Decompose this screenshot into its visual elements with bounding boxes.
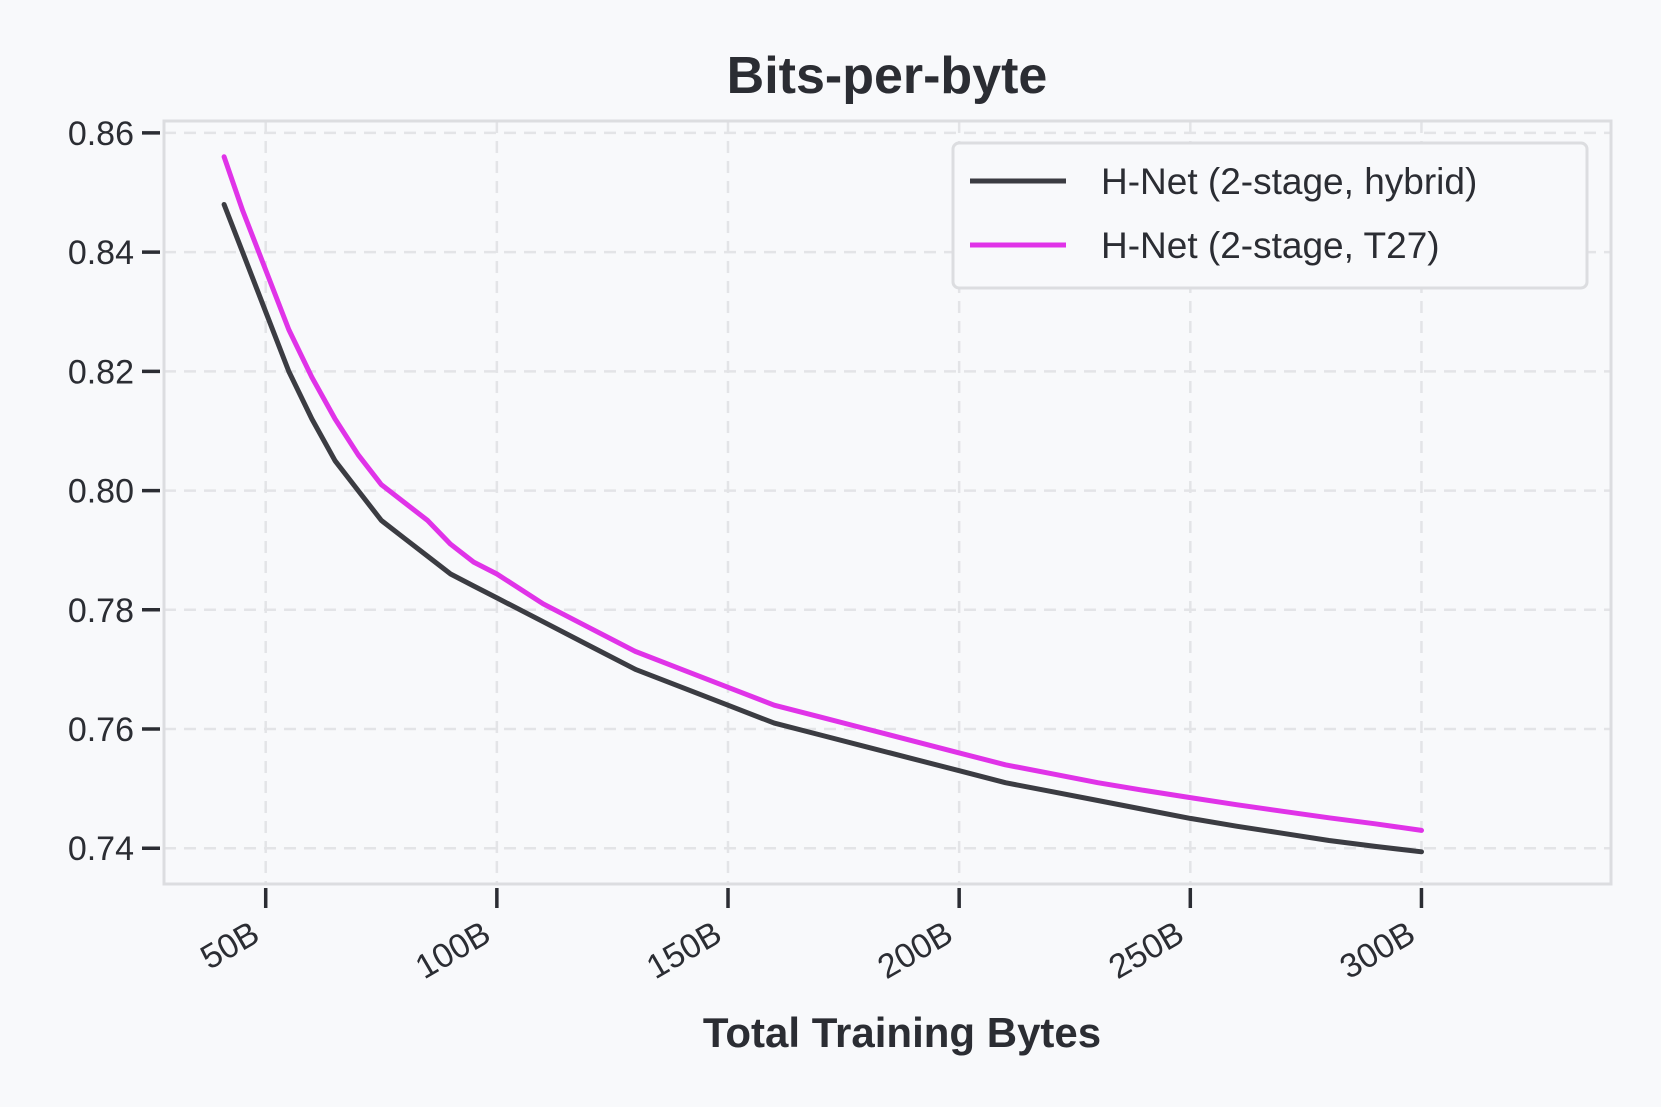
- chart-title: Bits-per-byte: [727, 47, 1048, 105]
- legend-box: [951, 141, 1589, 290]
- y-tick-label: 0.82: [68, 353, 134, 391]
- legend-label-hybrid: H-Net (2-stage, hybrid): [1101, 161, 1477, 202]
- y-tick-label: 0.86: [68, 115, 134, 153]
- y-tick-label: 0.74: [68, 830, 134, 868]
- x-axis-label: Total Training Bytes: [703, 1009, 1101, 1056]
- y-tick-label: 0.78: [68, 592, 134, 630]
- y-tick-label: 0.80: [68, 473, 134, 511]
- series-line-t27: [221, 154, 1424, 833]
- y-tick-label: 0.84: [68, 234, 134, 272]
- y-axis: 0.74 0.76 0.78 0.80 0.82 0.84 0.86: [68, 115, 160, 868]
- plot-frame: [162, 119, 1613, 886]
- legend-label-t27: H-Net (2-stage, T27): [1101, 225, 1440, 266]
- legend: H-Net (2-stage, hybrid) H-Net (2-stage, …: [951, 141, 1589, 290]
- series-line-hybrid: [221, 202, 1424, 855]
- series-lines: [221, 154, 1424, 855]
- y-tick-label: 0.76: [68, 711, 134, 749]
